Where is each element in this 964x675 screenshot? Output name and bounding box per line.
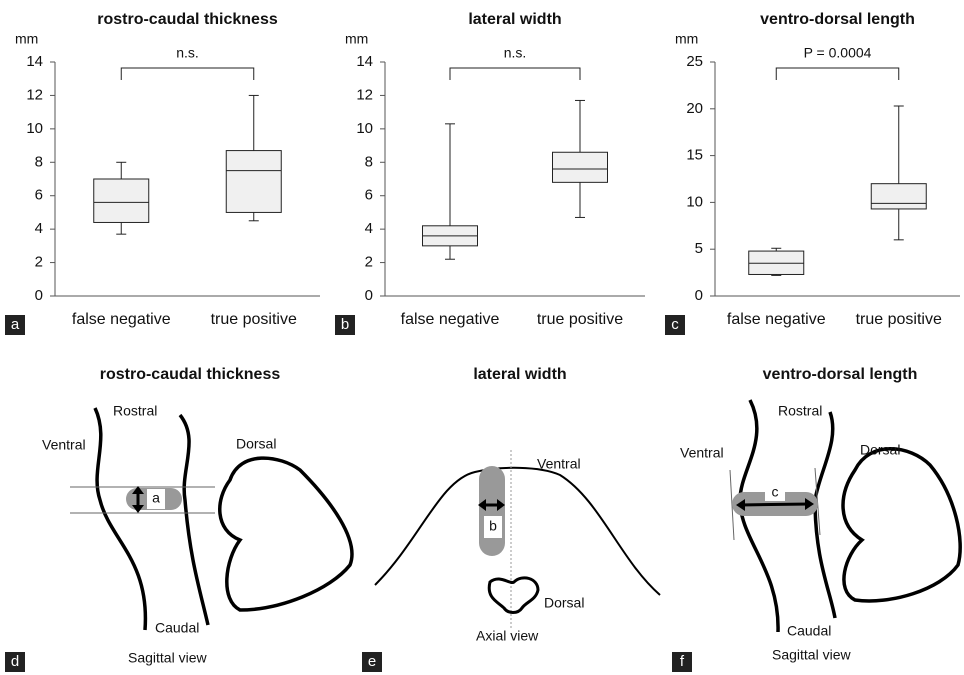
x-tick-label: false negative [401,311,500,328]
y-tick-label: 10 [356,120,373,137]
y-tick-label: 14 [356,53,373,70]
box [226,151,281,213]
y-tick-label: 2 [35,254,43,271]
diagram-label: Ventral [680,445,724,461]
panel-label: c [671,316,679,333]
y-tick-label: 5 [695,240,703,257]
chart-title: ventro-dorsal length [760,11,915,28]
y-tick-label: 0 [365,287,373,304]
diagram-label: Dorsal [860,442,900,458]
y-tick-label: 20 [686,100,703,117]
y-tick-label: 12 [356,86,373,103]
significance-bracket [776,68,899,80]
diagram-label: a [152,490,160,506]
y-tick-label: 14 [26,53,43,70]
diagram-label: Ventral [537,456,581,472]
diagram-label: Caudal [787,623,831,639]
annotation: P = 0.0004 [804,45,872,61]
diagram-label: Sagittal view [128,650,207,666]
y-tick-label: 8 [35,153,43,170]
figure: rostro-caudal thickness Rostral Ventral … [0,0,964,675]
diagram-title: lateral width [473,366,566,383]
dorsal-shape [220,458,352,610]
x-tick-label: true positive [211,311,297,328]
x-tick-label: false negative [727,311,826,328]
y-axis-label: mm [345,31,368,47]
annotation: n.s. [176,45,199,61]
dorsal-shape [843,449,960,601]
diagram-title: rostro-caudal thickness [100,366,281,383]
panel-label: d [11,653,19,670]
diagram-label: Rostral [113,403,157,419]
panel-label: a [11,316,20,333]
y-tick-label: 12 [26,86,43,103]
y-tick-label: 2 [365,254,373,271]
x-tick-label: true positive [537,311,623,328]
significance-bracket [121,68,254,80]
diagram-label: Sagittal view [772,647,851,663]
y-axis-label: mm [675,31,698,47]
y-tick-label: 10 [26,120,43,137]
y-tick-label: 6 [35,187,43,204]
diagram-label: Axial view [476,628,539,644]
panel-label: e [368,653,376,670]
significance-bracket [450,68,580,80]
diagram-label: b [489,518,497,534]
y-tick-label: 25 [686,53,703,70]
cord-right [180,415,208,625]
cord-left [95,408,145,630]
body-outline [375,468,660,595]
y-tick-label: 0 [695,287,703,304]
box [553,152,608,182]
box [94,179,149,222]
diagram-label: Dorsal [544,595,584,611]
y-tick-label: 15 [686,147,703,164]
annotation: n.s. [504,45,527,61]
y-tick-label: 4 [365,220,373,237]
cord-right [815,412,835,618]
y-tick-label: 6 [365,187,373,204]
panel-label: b [341,316,349,333]
diagram-label: Rostral [778,403,822,419]
chart-title: rostro-caudal thickness [97,11,278,28]
diagram-label: Ventral [42,437,86,453]
diagram-label: Dorsal [236,436,276,452]
arrow [740,504,810,505]
diagram-label: c [772,484,779,500]
x-tick-label: false negative [72,311,171,328]
lesion [479,466,505,556]
y-axis-label: mm [15,31,38,47]
chart-title: lateral width [468,11,561,28]
diagram-label: Caudal [155,620,199,636]
box [871,184,926,209]
x-tick-label: true positive [856,311,942,328]
y-tick-label: 8 [365,153,373,170]
dorsal-shape [489,578,538,613]
y-tick-label: 0 [35,287,43,304]
diagram-title: ventro-dorsal length [763,366,918,383]
y-tick-label: 10 [686,193,703,210]
y-tick-label: 4 [35,220,43,237]
